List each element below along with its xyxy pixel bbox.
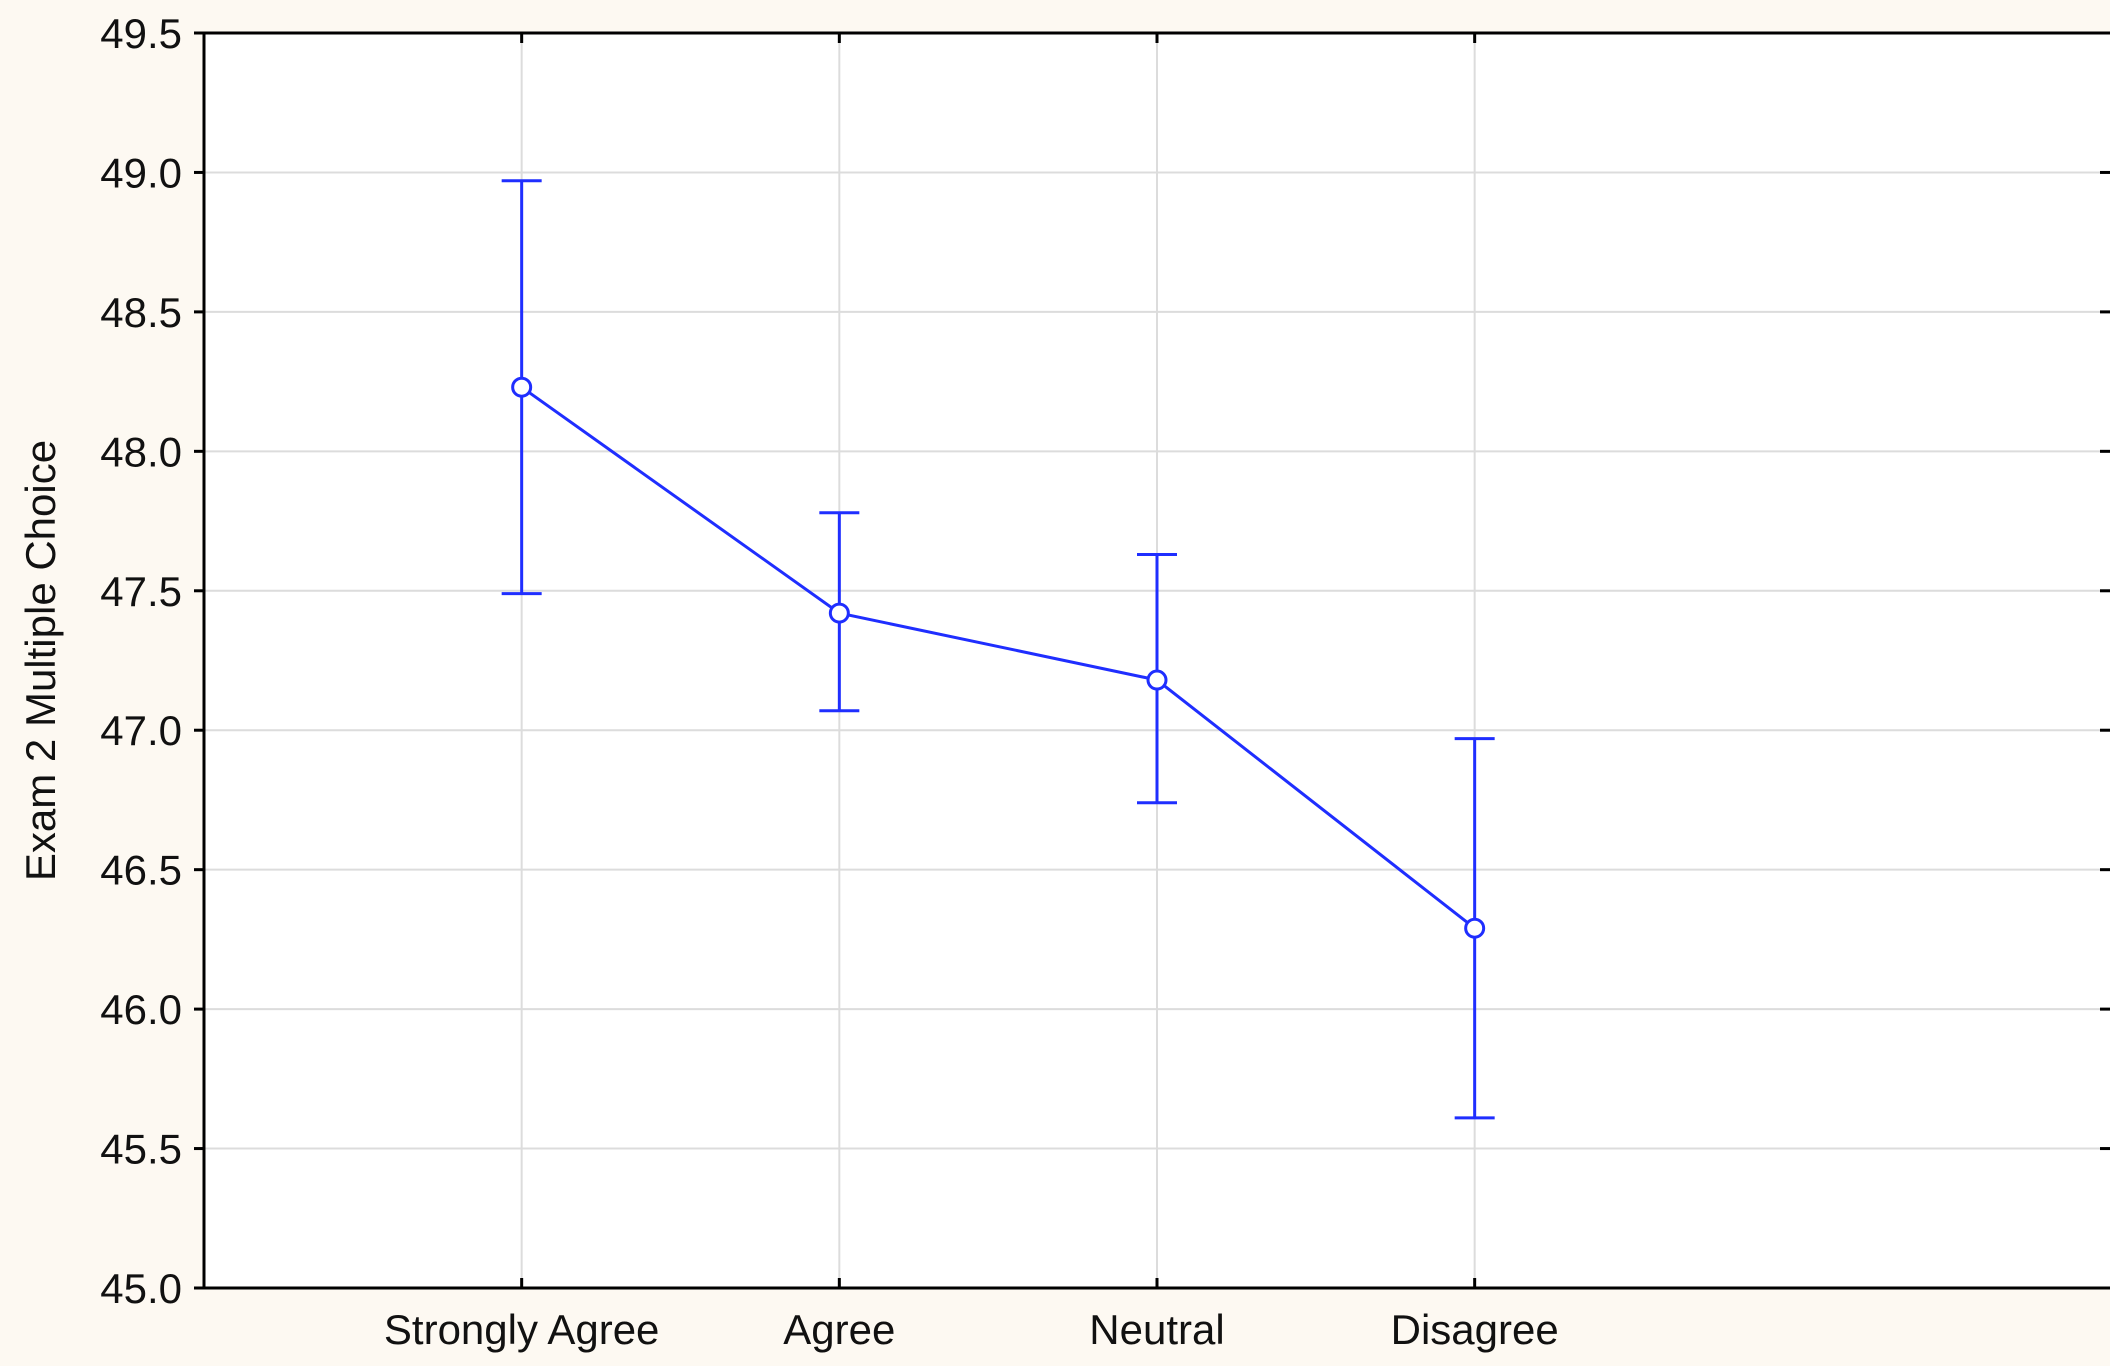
y-tick-label: 45.0 bbox=[100, 1265, 182, 1312]
y-tick-label: 45.5 bbox=[100, 1126, 182, 1173]
axes bbox=[194, 31, 2110, 1290]
tick-labels: 45.0 45.5 46.0 46.5 47.0 47.5 48.0 48.5 49.0 49.5… bbox=[100, 10, 1558, 1353]
y-tick-label: 49.5 bbox=[100, 10, 182, 57]
x-tick-label: Neutral bbox=[1089, 1306, 1224, 1353]
data-point bbox=[1146, 669, 1168, 691]
x-tick-label: Agree bbox=[783, 1306, 895, 1353]
y-axis-title: Exam 2 Multiple Choice bbox=[17, 440, 64, 881]
series-line bbox=[501, 179, 1495, 1120]
y-tick-label: 49.0 bbox=[100, 149, 182, 196]
x-tick-label: Disagree bbox=[1391, 1306, 1559, 1353]
y-tick-label: 46.5 bbox=[100, 847, 182, 894]
data-point bbox=[511, 376, 533, 398]
data-point bbox=[1464, 917, 1486, 939]
y-tick-label: 47.5 bbox=[100, 568, 182, 615]
y-tick-label: 48.0 bbox=[100, 428, 182, 475]
y-tick-label: 48.5 bbox=[100, 289, 182, 336]
x-tick-label: Strongly Agree bbox=[384, 1306, 660, 1353]
y-tick-label: 47.0 bbox=[100, 707, 182, 754]
series-line-path bbox=[520, 385, 1476, 930]
y-tick-label: 46.0 bbox=[100, 986, 182, 1033]
data-point bbox=[828, 602, 850, 624]
